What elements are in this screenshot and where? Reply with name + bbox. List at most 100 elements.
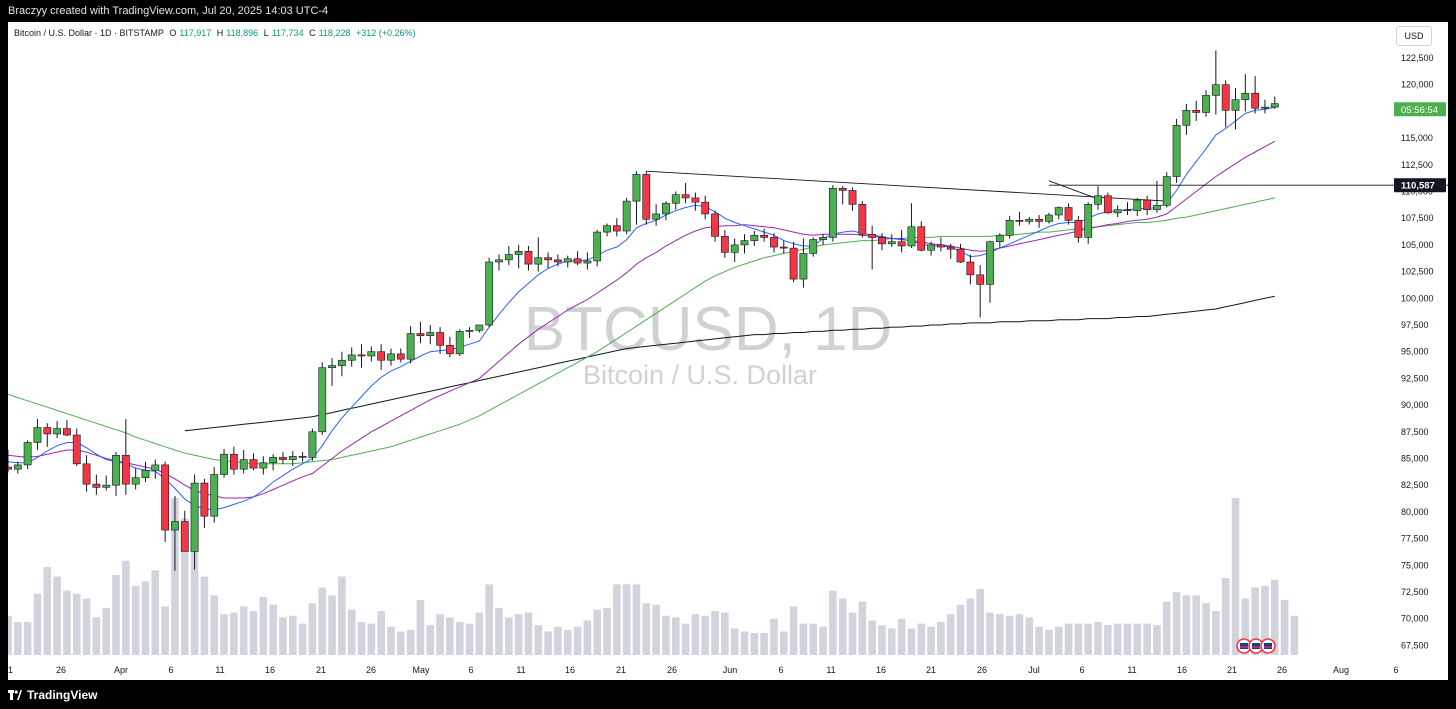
- candle-up: [259, 462, 268, 469]
- volume-bar: [63, 590, 71, 655]
- us-flag-icon: [1240, 643, 1248, 649]
- candle-down: [976, 274, 985, 285]
- candle-up: [632, 174, 641, 202]
- price-axis-label: 75,000: [1401, 560, 1429, 570]
- level-price-label: 110,587: [1401, 181, 1435, 192]
- volume-bar: [927, 626, 935, 655]
- volume-bar: [1094, 622, 1102, 655]
- candle-down: [1035, 218, 1043, 222]
- volume-bar: [986, 612, 994, 655]
- candle-down: [121, 454, 130, 485]
- trendline[interactable]: [646, 170, 1167, 202]
- volume-bar: [613, 584, 621, 655]
- candle-down: [966, 261, 975, 276]
- volume-bar: [14, 622, 22, 655]
- bottom-bar: TradingView: [0, 680, 1456, 709]
- volume-bar: [1015, 614, 1024, 655]
- candle-up: [662, 202, 670, 215]
- volume-bar: [82, 598, 91, 655]
- volume-bar: [770, 618, 778, 655]
- candle-up: [1113, 209, 1122, 214]
- candle-up: [13, 464, 22, 470]
- low-value: 117,734: [271, 28, 304, 38]
- candle-up: [750, 234, 759, 241]
- candle-up: [53, 428, 61, 435]
- candle-up: [1231, 99, 1240, 111]
- ma-line-blue: [8, 106, 1275, 511]
- volume-bar: [347, 609, 356, 655]
- volume-bar: [966, 598, 975, 655]
- volume-bar: [583, 620, 592, 655]
- volume-bar: [878, 625, 886, 655]
- us-flag-icon: [1264, 643, 1272, 649]
- volume-bar: [43, 567, 52, 655]
- candle-down: [868, 233, 877, 238]
- candle-up: [1094, 195, 1102, 205]
- volume-bar: [387, 626, 395, 655]
- volume-bar: [1025, 617, 1034, 655]
- candle-up: [239, 459, 248, 470]
- volume-bar: [1123, 623, 1132, 655]
- volume-bar: [563, 629, 572, 655]
- trendline-short[interactable]: [1048, 180, 1099, 200]
- candle-down: [298, 456, 307, 458]
- volume-bar: [33, 593, 42, 655]
- volume-bar: [711, 611, 719, 655]
- candle-up: [504, 254, 513, 261]
- time-axis-label: 21: [1227, 665, 1237, 675]
- volume-bar: [760, 633, 768, 655]
- candle-up: [347, 354, 356, 361]
- volume-bar: [779, 631, 788, 655]
- chart-area[interactable]: BTCUSD, 1D Bitcoin / U.S. Dollar 122,500 12…: [8, 22, 1448, 680]
- candle-down: [642, 174, 651, 220]
- volume-bar: [868, 620, 876, 655]
- change-value: +312 (+0.26%): [355, 28, 416, 38]
- candle-up: [1211, 84, 1220, 96]
- volume-bar: [259, 596, 268, 655]
- countdown-badge: [1394, 102, 1446, 117]
- volume-bar: [1143, 623, 1151, 655]
- volume-bar: [603, 607, 611, 655]
- volume-bar: [1290, 615, 1299, 655]
- volume-bar: [446, 617, 454, 655]
- time-axis-label: 21: [8, 665, 13, 675]
- price-axis-label: 82,500: [1401, 480, 1429, 490]
- volume-bar: [122, 560, 130, 655]
- price-axis-label: 120,000: [1401, 80, 1434, 90]
- price-axis-label: 97,500: [1401, 320, 1429, 330]
- volume-bar: [318, 587, 327, 655]
- candle-down: [396, 353, 405, 360]
- time-axis-label: 11: [826, 665, 835, 675]
- candle-down: [770, 237, 778, 248]
- currency-button[interactable]: USD: [1396, 26, 1432, 46]
- time-axis-label: 21: [616, 665, 626, 675]
- candle-up: [583, 260, 592, 264]
- candle-down: [82, 463, 91, 485]
- volume-bar: [514, 614, 523, 655]
- volume-bar: [308, 603, 317, 655]
- candle-up: [1162, 176, 1171, 206]
- price-axis-label: 122,500: [1401, 53, 1434, 63]
- candle-up: [730, 244, 739, 253]
- candle-up: [1084, 204, 1093, 238]
- volume-bar: [1045, 629, 1053, 655]
- time-axis-label: 6: [468, 665, 473, 675]
- author-credit: Braczyy created with TradingView.com, Ju…: [8, 5, 329, 17]
- time-axis-label: 26: [977, 665, 987, 675]
- candle-down: [524, 251, 533, 265]
- candle-down: [681, 194, 690, 199]
- top-credit-bar: Braczyy created with TradingView.com, Ju…: [0, 0, 1456, 22]
- volume-bar: [92, 617, 101, 655]
- close-label: C: [309, 28, 316, 38]
- volume-bar: [397, 631, 405, 655]
- tradingview-logo[interactable]: TradingView: [8, 688, 97, 702]
- candle-down: [1015, 220, 1024, 222]
- volume-bar: [750, 633, 759, 655]
- candle-up: [534, 257, 543, 265]
- candle-up: [593, 231, 602, 262]
- volume-bar: [917, 623, 926, 655]
- volume-bar: [544, 631, 552, 655]
- high-label: H: [216, 28, 224, 38]
- time-axis-label: 11: [215, 665, 224, 675]
